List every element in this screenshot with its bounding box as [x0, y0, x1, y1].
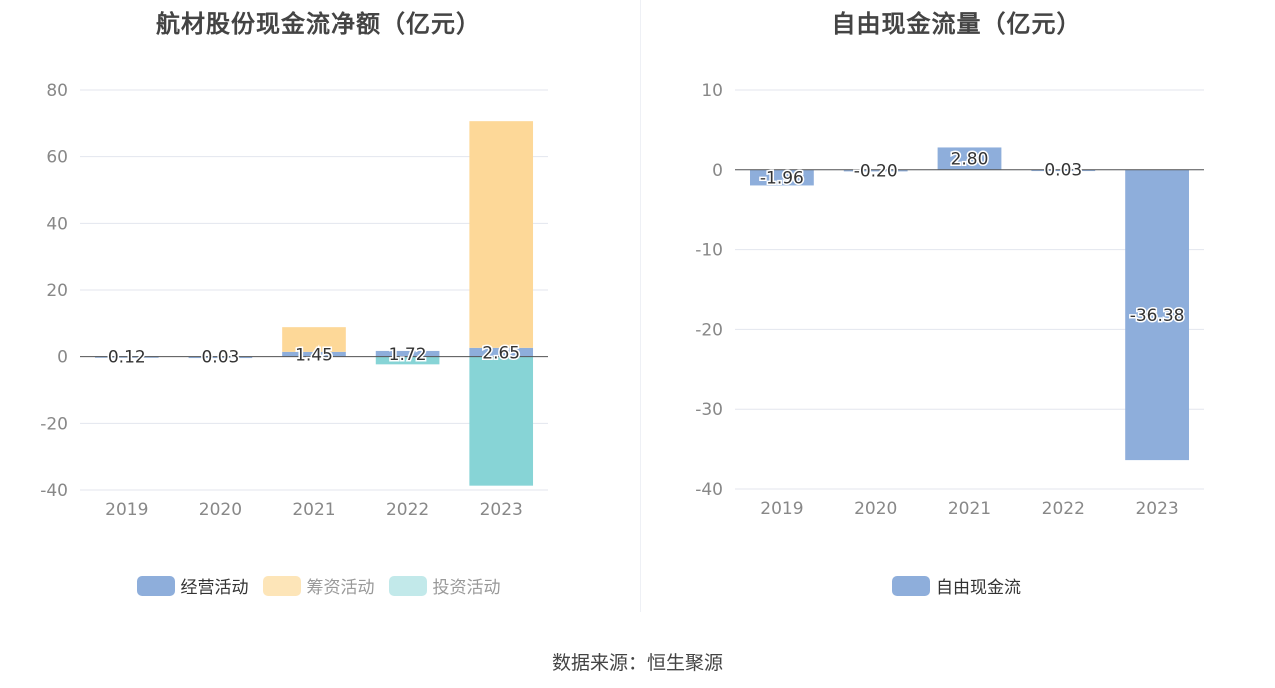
x-tick-label: 2020 [854, 499, 897, 519]
bar [937, 147, 1002, 170]
y-tick-label: -10 [695, 241, 723, 261]
legend-item-financing[interactable]: 筹资活动 [262, 573, 375, 598]
data-label: -1.96 [760, 169, 804, 189]
bar [188, 356, 253, 359]
legend-label: 经营活动 [180, 578, 249, 598]
bar [843, 169, 908, 172]
bar [282, 327, 346, 352]
legend-swatch [388, 575, 427, 596]
y-tick-label: -20 [40, 414, 68, 434]
bar [750, 169, 814, 186]
bar [1031, 169, 1096, 172]
data-label: -0.20 [854, 162, 898, 182]
legend-swatch [136, 575, 175, 596]
y-tick-label: -40 [40, 481, 68, 501]
data-label: 0.03 [201, 348, 239, 368]
x-tick-label: 2021 [948, 499, 991, 519]
y-tick-label: 20 [46, 281, 68, 301]
x-tick-label: 2020 [199, 500, 242, 520]
x-tick-label: 2023 [480, 500, 523, 520]
legend-label: 投资活动 [432, 578, 501, 598]
y-tick-label: 60 [46, 148, 68, 168]
y-tick-label: 80 [46, 81, 68, 101]
data-label: 0.12 [108, 347, 146, 367]
y-tick-label: 0 [57, 348, 68, 368]
free-cashflow-chart-plot: -40 -30 -20 -10 0 10 2019 2020 2021 2022 2023 -1.96… [695, 81, 1204, 519]
data-label: 1.45 [295, 345, 333, 365]
x-tick-label: 2023 [1135, 499, 1178, 519]
bar [375, 356, 440, 365]
chart-legend: 经营活动 筹资活动 投资活动 [0, 573, 637, 598]
cashflow-chart-plot: -40 -20 0 20 40 60 80 2019 2020 2021 2022 2023 0.12 0… [40, 81, 548, 520]
data-source-note: 数据来源：恒生聚源 [551, 652, 723, 674]
cashflow-chart-panel: 航材股份现金流净额（亿元） -40 -20 0 20 40 60 80 2019 2020 202… [0, 0, 637, 620]
panel-divider [640, 0, 641, 612]
bar [1125, 169, 1189, 461]
y-tick-label: -30 [695, 400, 723, 420]
bar [282, 351, 346, 357]
legend-label: 自由现金流 [936, 578, 1021, 598]
bar [469, 121, 534, 348]
x-tick-label: 2021 [292, 500, 335, 520]
chart-legend: 自由现金流 [638, 573, 1275, 598]
y-tick-label: 40 [46, 214, 68, 234]
y-tick-label: -40 [695, 480, 723, 500]
x-tick-label: 2022 [1042, 499, 1085, 519]
y-tick-label: 10 [701, 81, 723, 101]
x-tick-label: 2019 [760, 499, 803, 519]
legend-label: 筹资活动 [306, 578, 375, 598]
free-cashflow-chart-panel: 自由现金流量（亿元） -40 -30 -20 -10 0 10 2019 2020 2021 20… [638, 0, 1275, 620]
legend-swatch [892, 575, 930, 596]
x-tick-label: 2022 [386, 500, 429, 520]
legend-item-free-cashflow[interactable]: 自由现金流 [892, 573, 1021, 598]
y-tick-label: 0 [712, 161, 723, 181]
data-label: -36.38 [1130, 306, 1185, 326]
data-label: 2.80 [951, 150, 989, 170]
legend-swatch [262, 575, 301, 596]
data-label: 1.72 [389, 345, 427, 365]
chart-title: 自由现金流量（亿元） [831, 10, 1082, 38]
bar [375, 350, 440, 357]
data-label: 2.65 [482, 343, 520, 363]
y-tick-label: -20 [695, 320, 723, 340]
chart-title: 航材股份现金流净额（亿元） [156, 10, 481, 38]
data-label: 0.03 [1044, 161, 1082, 181]
bar [469, 356, 534, 486]
legend-item-operating[interactable]: 经营活动 [136, 573, 249, 598]
x-tick-label: 2019 [105, 500, 148, 520]
bar [469, 347, 534, 357]
legend-item-investing[interactable]: 投资活动 [388, 573, 501, 598]
